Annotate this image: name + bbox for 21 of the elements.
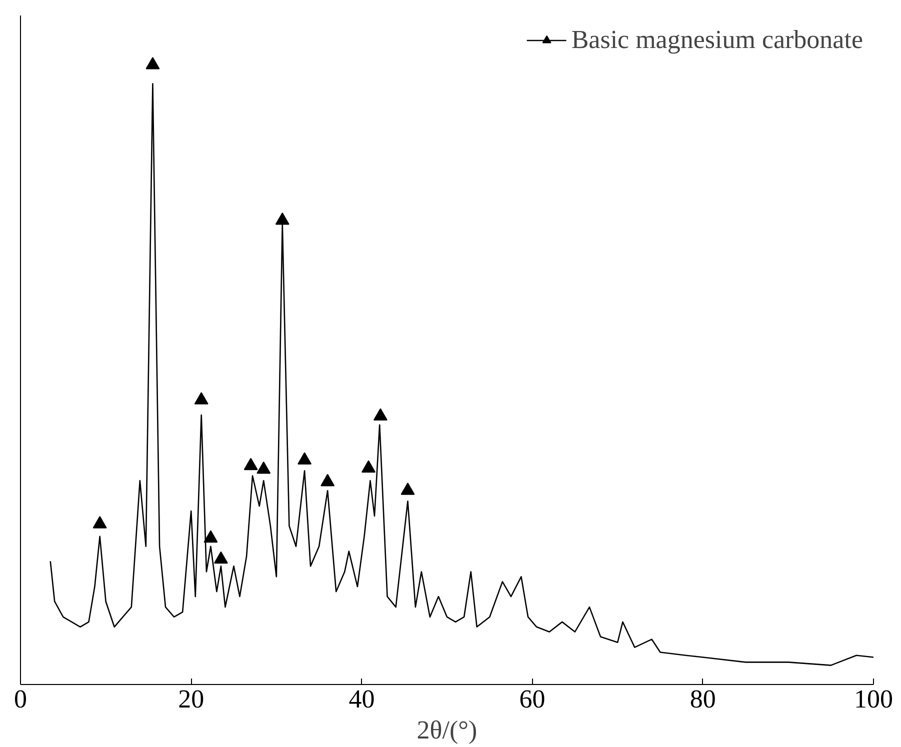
legend-label: Basic magnesium carbonate — [571, 25, 863, 55]
x-tick-label: 20 — [178, 684, 204, 714]
point — [256, 462, 271, 474]
point — [194, 392, 208, 404]
x-tick-label: 100 — [854, 684, 893, 714]
point — [400, 482, 415, 495]
point — [244, 458, 258, 470]
x-tick-label: 40 — [348, 684, 375, 714]
point — [320, 474, 335, 486]
x-tick-label: 80 — [690, 684, 716, 714]
point — [373, 408, 388, 421]
point — [214, 551, 228, 564]
x-tick-label: 0 — [14, 684, 27, 714]
point — [362, 460, 376, 473]
point — [146, 57, 160, 70]
x-axis-title: 2θ/(°) — [416, 716, 478, 744]
x-tick-label: 60 — [519, 684, 546, 714]
point — [204, 530, 218, 543]
point — [92, 516, 107, 528]
point — [298, 452, 312, 465]
point — [275, 212, 290, 225]
